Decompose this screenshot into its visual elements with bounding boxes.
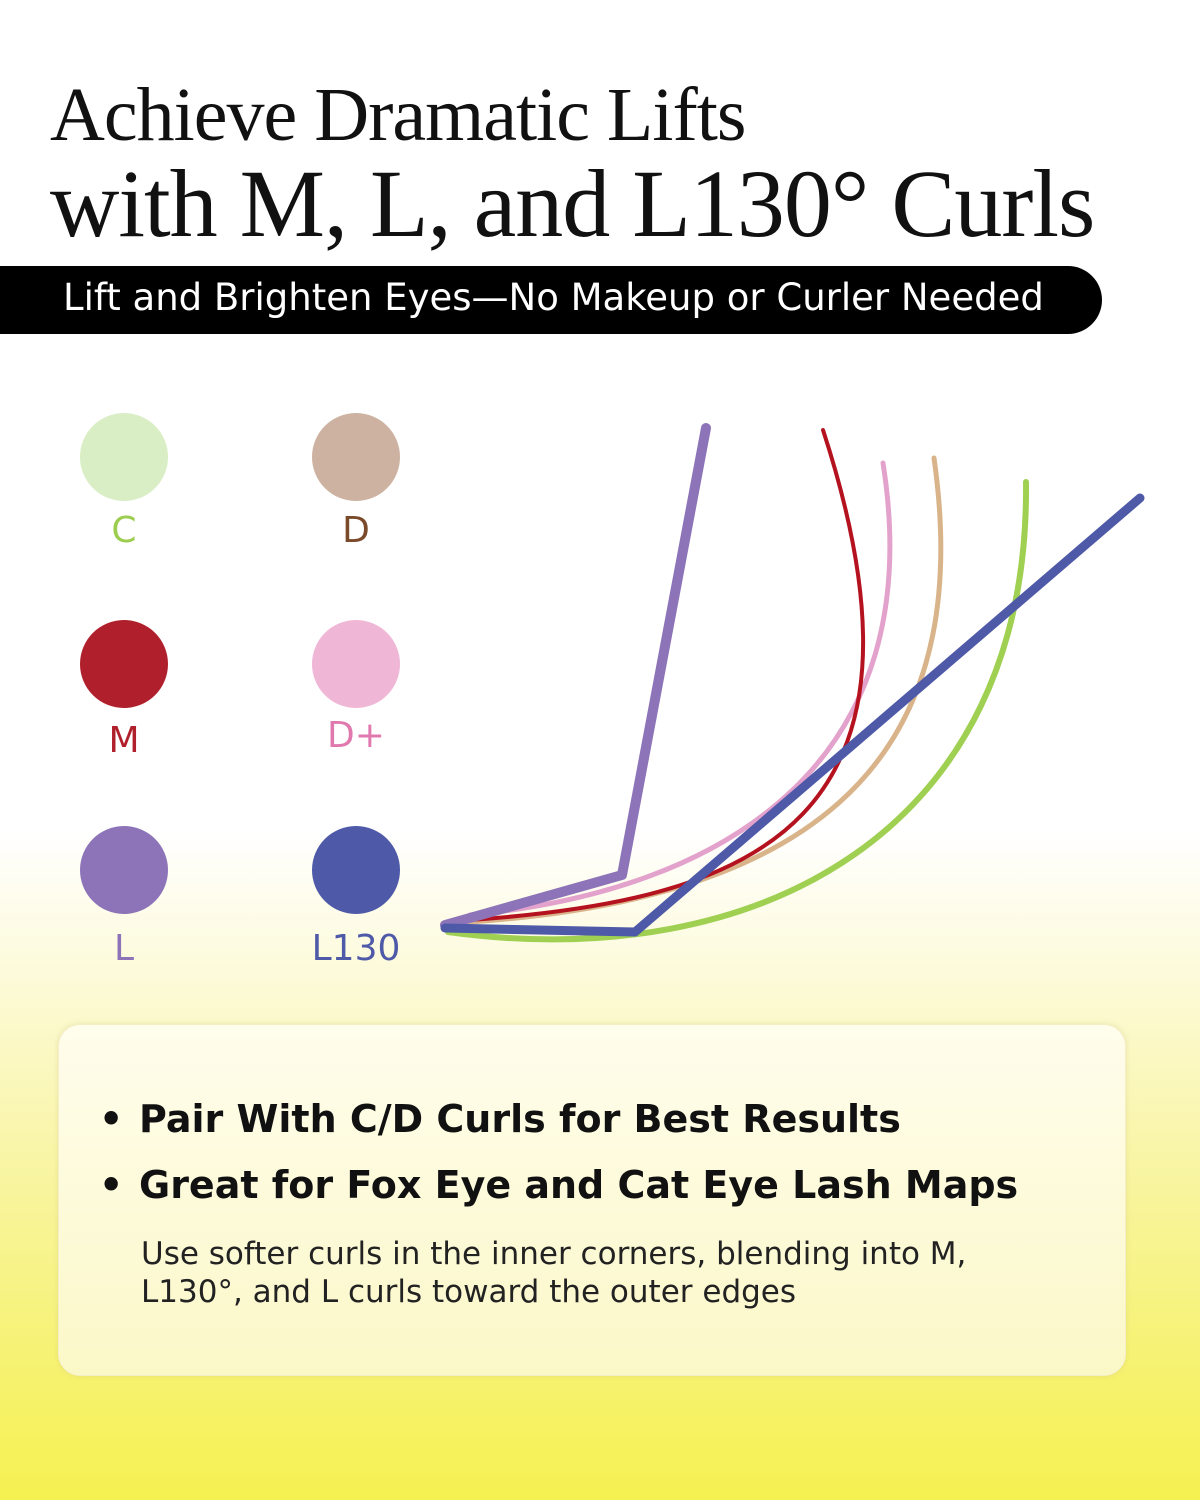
curve-l (440, 423, 711, 930)
subtitle-banner: Lift and Brighten Eyes—No Makeup or Curl… (0, 266, 1102, 334)
label-l130: L130 (311, 928, 401, 969)
bullet-marker: • (99, 1163, 124, 1207)
label-l: L (113, 928, 135, 969)
swatch-d (312, 413, 400, 501)
curve-l130 (440, 493, 1145, 937)
label-m: M (108, 720, 140, 761)
swatch-c (80, 413, 168, 501)
swatch-l130 (312, 826, 400, 914)
curve-d-plus (467, 460, 893, 918)
bullet-item: • Great for Fox Eye and Cat Eye Lash Maps (99, 1163, 1018, 1207)
banner-text: Lift and Brighten Eyes—No Makeup or Curl… (63, 276, 1044, 319)
label-c: C (111, 510, 137, 551)
headline-line-2: with M, L, and L130° Curls (50, 150, 1095, 257)
tips-card: • Pair With C/D Curls for Best Results • G… (58, 1024, 1126, 1376)
bullet-item: • Pair With C/D Curls for Best Results (99, 1097, 901, 1141)
lash-curl-diagram (440, 423, 1145, 943)
bullet-text: Pair With C/D Curls for Best Results (139, 1097, 901, 1141)
swatch-l (80, 826, 168, 914)
bullet-marker: • (99, 1097, 124, 1141)
curve-m (468, 428, 866, 922)
swatch-d-plus (312, 620, 400, 708)
label-d: D (342, 510, 370, 551)
bullet-text: Great for Fox Eye and Cat Eye Lash Maps (139, 1163, 1019, 1207)
swatch-m (80, 620, 168, 708)
label-d-plus: D+ (327, 715, 385, 756)
headline-line-1: Achieve Dramatic Lifts (50, 73, 746, 157)
tip-note: Use softer curls in the inner corners, b… (141, 1236, 967, 1310)
curve-c (445, 479, 1030, 943)
